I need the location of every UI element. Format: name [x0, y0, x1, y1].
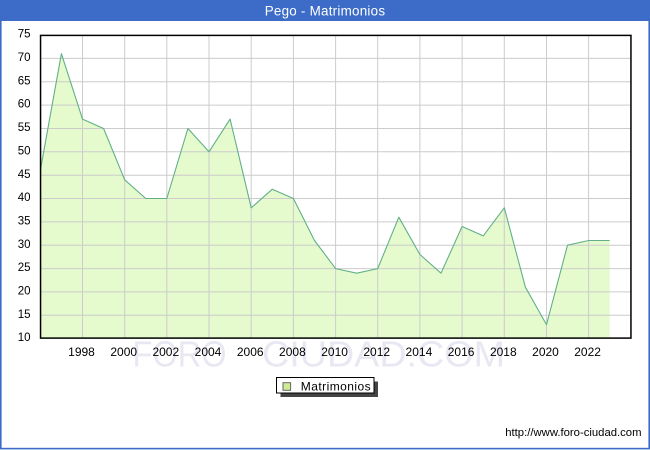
svg-text:35: 35	[18, 216, 31, 228]
svg-text:2022: 2022	[574, 345, 601, 359]
svg-text:30: 30	[18, 239, 31, 251]
svg-text:45: 45	[18, 169, 31, 181]
svg-text:60: 60	[18, 99, 31, 111]
svg-text:2002: 2002	[152, 345, 179, 359]
svg-text:2014: 2014	[406, 345, 433, 359]
svg-text:10: 10	[18, 332, 31, 344]
svg-text:2012: 2012	[363, 345, 390, 359]
svg-text:70: 70	[18, 52, 31, 64]
svg-text:2008: 2008	[279, 345, 306, 359]
svg-text:75: 75	[18, 29, 31, 41]
svg-text:Pego - Matrimonios: Pego - Matrimonios	[265, 4, 386, 19]
svg-text:2010: 2010	[321, 345, 348, 359]
svg-text:2000: 2000	[110, 345, 137, 359]
svg-text:50: 50	[18, 145, 31, 157]
svg-text:2004: 2004	[195, 345, 222, 359]
svg-text:40: 40	[18, 192, 31, 204]
svg-text:55: 55	[18, 122, 31, 134]
svg-text:2016: 2016	[448, 345, 475, 359]
svg-text:15: 15	[18, 309, 31, 321]
svg-text:FORO: FORO	[133, 334, 227, 375]
svg-text:25: 25	[18, 262, 31, 274]
svg-text:Matrimonios: Matrimonios	[301, 379, 371, 393]
svg-text:CIUDAD.COM: CIUDAD.COM	[262, 334, 505, 375]
svg-text:http://www.foro-ciudad.com: http://www.foro-ciudad.com	[505, 427, 641, 439]
svg-text:2018: 2018	[490, 345, 517, 359]
svg-text:1998: 1998	[68, 345, 95, 359]
svg-text:2006: 2006	[237, 345, 264, 359]
svg-text:65: 65	[18, 75, 31, 87]
svg-text:20: 20	[18, 286, 31, 298]
svg-text:2020: 2020	[532, 345, 559, 359]
